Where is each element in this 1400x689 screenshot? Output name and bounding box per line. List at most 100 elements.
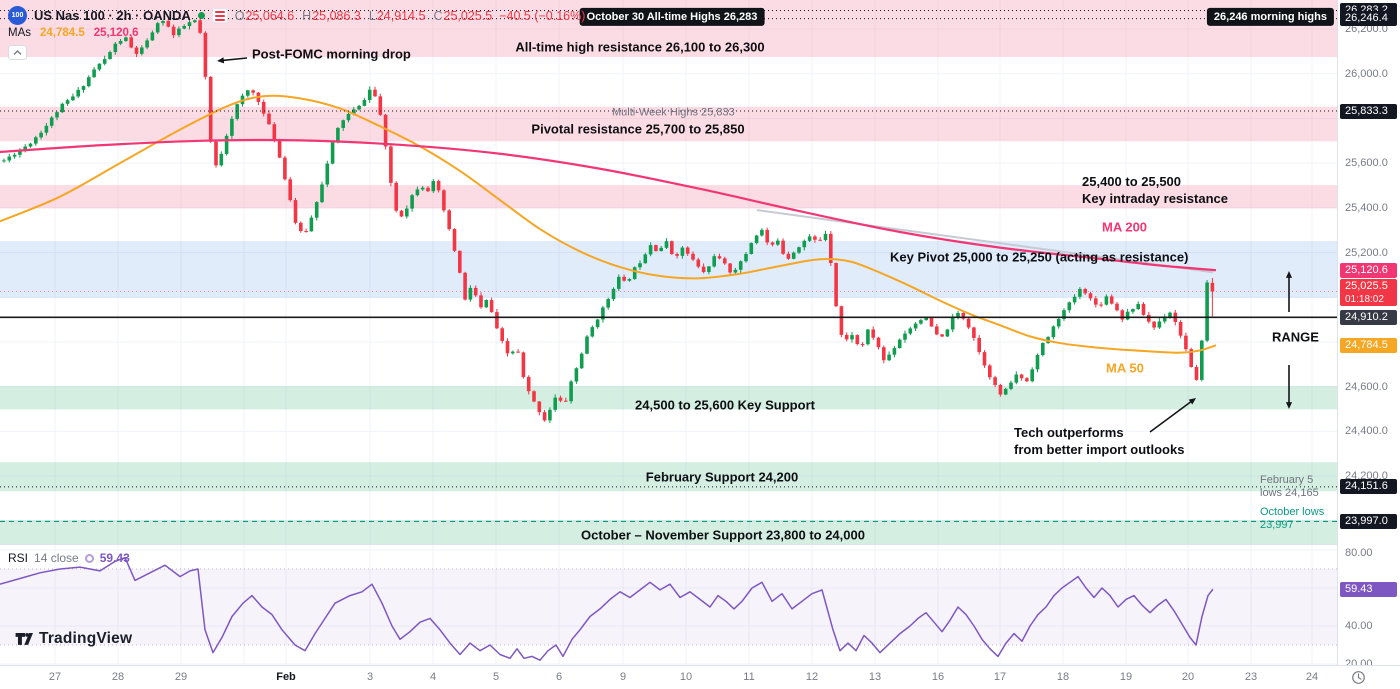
candle xyxy=(7,156,12,161)
symbol-title[interactable]: US Nas 100 · 2h · OANDA xyxy=(34,8,191,23)
candle xyxy=(532,391,536,402)
candles-layer[interactable] xyxy=(2,17,1215,424)
price-chart[interactable] xyxy=(0,0,1337,545)
tech-outperforms-arrow[interactable] xyxy=(1149,399,1195,433)
candle xyxy=(516,351,520,353)
candle xyxy=(988,365,992,378)
arrows-layer xyxy=(217,57,1293,433)
candle xyxy=(691,253,695,260)
rsi-indicator-icon xyxy=(84,553,94,563)
price-axis-badge: 25,120.6 xyxy=(1340,262,1397,278)
ohlc-values: O25,064.6 H25,086.3 L24,914.5 C25,025.5 xyxy=(235,9,492,23)
morning-highs-callout[interactable]: 26,246 morning highs xyxy=(1206,7,1334,27)
price-axis-tick: 26,000.0 xyxy=(1345,67,1388,80)
symbol-legend[interactable]: 100 US Nas 100 · 2h · OANDA O25,064.6 H2… xyxy=(8,6,585,25)
candle xyxy=(1078,289,1082,297)
candle xyxy=(405,208,409,217)
descending-trendline[interactable] xyxy=(756,209,1214,274)
candle xyxy=(150,32,155,41)
tradingview-logo[interactable]: TradingView xyxy=(14,629,132,648)
zone-key-pivot[interactable] xyxy=(0,240,1337,298)
candle xyxy=(230,118,234,136)
candle xyxy=(81,86,86,90)
candle xyxy=(383,114,388,147)
candle xyxy=(807,236,812,241)
candle xyxy=(558,397,563,401)
candle xyxy=(1019,374,1024,379)
legend-collapse-button[interactable] xyxy=(8,45,27,60)
time-axis-label: 13 xyxy=(868,671,882,683)
key-support-label[interactable]: 24,500 to 25,600 Key Support xyxy=(635,397,815,413)
zone-pivotal-resistance[interactable] xyxy=(0,106,1337,142)
candle xyxy=(208,76,213,142)
candle xyxy=(60,103,65,113)
time-axis-label: 4 xyxy=(429,671,437,683)
key-pivot-label[interactable]: Key Pivot 25,000 to 25,250 (acting as re… xyxy=(890,249,1189,265)
feb5-lows-label[interactable]: February 5 lows 24,165 xyxy=(1260,473,1319,499)
zone-intraday-resistance[interactable] xyxy=(0,185,1337,209)
february-support-label[interactable]: February Support 24,200 xyxy=(645,469,799,485)
pivotal-resistance-label[interactable]: Pivotal resistance 25,700 to 25,850 xyxy=(531,121,745,137)
candle xyxy=(1062,310,1066,319)
oct30-ath-callout[interactable]: October 30 All-time Highs 26,283 xyxy=(579,7,765,27)
ath-resistance-label[interactable]: All-time high resistance 26,100 to 26,30… xyxy=(515,39,765,55)
candle xyxy=(685,247,690,254)
zone-oct-nov-support[interactable] xyxy=(0,520,1337,545)
range-label[interactable]: RANGE xyxy=(1272,329,1319,345)
ma50-line[interactable] xyxy=(0,94,1217,354)
candle xyxy=(277,140,282,158)
candle xyxy=(1094,298,1098,305)
time-axis-label: 23 xyxy=(1244,671,1258,683)
candle xyxy=(134,47,139,54)
candle xyxy=(776,240,780,245)
rsi-chart[interactable] xyxy=(0,545,1337,665)
candle xyxy=(463,272,467,300)
candle xyxy=(330,142,335,164)
post-fomc-arrow[interactable] xyxy=(219,57,248,62)
time-axis[interactable]: 27 28 29 Feb 3 4 5 6 9 10 11 12 13 16 17 18 19 20 23 24 xyxy=(0,665,1400,689)
candle xyxy=(1189,349,1193,368)
time-axis-label: 20 xyxy=(1181,671,1195,683)
candle xyxy=(802,240,807,248)
time-axis-label: 27 xyxy=(48,671,62,683)
zone-key-support[interactable] xyxy=(0,386,1337,410)
candle xyxy=(304,231,308,233)
candle xyxy=(309,217,314,232)
high-label: H xyxy=(302,8,312,23)
rsi-legend[interactable]: RSI 14 close 59.43 xyxy=(8,551,130,565)
candle xyxy=(564,400,568,402)
candle xyxy=(611,288,616,300)
candle xyxy=(367,89,372,100)
oct-nov-support-label[interactable]: October – November Support 23,800 to 24,… xyxy=(581,527,865,543)
ma50-line-label[interactable]: MA 50 xyxy=(1106,360,1144,376)
time-axis-label: 6 xyxy=(555,671,563,683)
ma-legend[interactable]: MAs 24,784.5 25,120.6 xyxy=(8,27,139,39)
time-axis-label: 3 xyxy=(366,671,374,683)
price-axis[interactable]: 26,200.0 26,000.0 25,600.0 25,400.0 25,200.0… xyxy=(1337,0,1400,670)
pane-divider[interactable] xyxy=(0,544,1400,545)
candle xyxy=(129,37,133,48)
candle xyxy=(1115,303,1119,311)
time-axis-label: 16 xyxy=(931,671,945,683)
high-value: 25,086.3 xyxy=(312,8,361,23)
candle xyxy=(1210,282,1215,292)
candle xyxy=(548,409,552,421)
clock-icon[interactable] xyxy=(1351,670,1367,686)
post-fomc-label[interactable]: Post-FOMC morning drop xyxy=(252,46,411,62)
ma200-line-label[interactable]: MA 200 xyxy=(1102,219,1148,235)
tech-outperforms-label[interactable]: Tech outperforms from better import outl… xyxy=(1014,425,1185,457)
candle xyxy=(1067,302,1072,311)
price-axis-tick: 24,400.0 xyxy=(1345,425,1388,438)
october-lows-label[interactable]: October lows 23,997 xyxy=(1260,505,1325,531)
rsi-line[interactable] xyxy=(0,556,1214,661)
candle xyxy=(219,153,224,166)
candle xyxy=(659,247,663,252)
intraday-resistance-label[interactable]: 25,400 to 25,500 Key intraday resistance xyxy=(1082,174,1228,206)
candle xyxy=(161,20,165,24)
ma200-line[interactable] xyxy=(0,138,1217,272)
candle xyxy=(1056,318,1061,327)
multi-week-highs-label[interactable]: Multi-Week Highs 25,833 xyxy=(612,106,735,119)
candle xyxy=(511,351,515,354)
candle xyxy=(1003,388,1008,395)
candle xyxy=(39,132,43,138)
